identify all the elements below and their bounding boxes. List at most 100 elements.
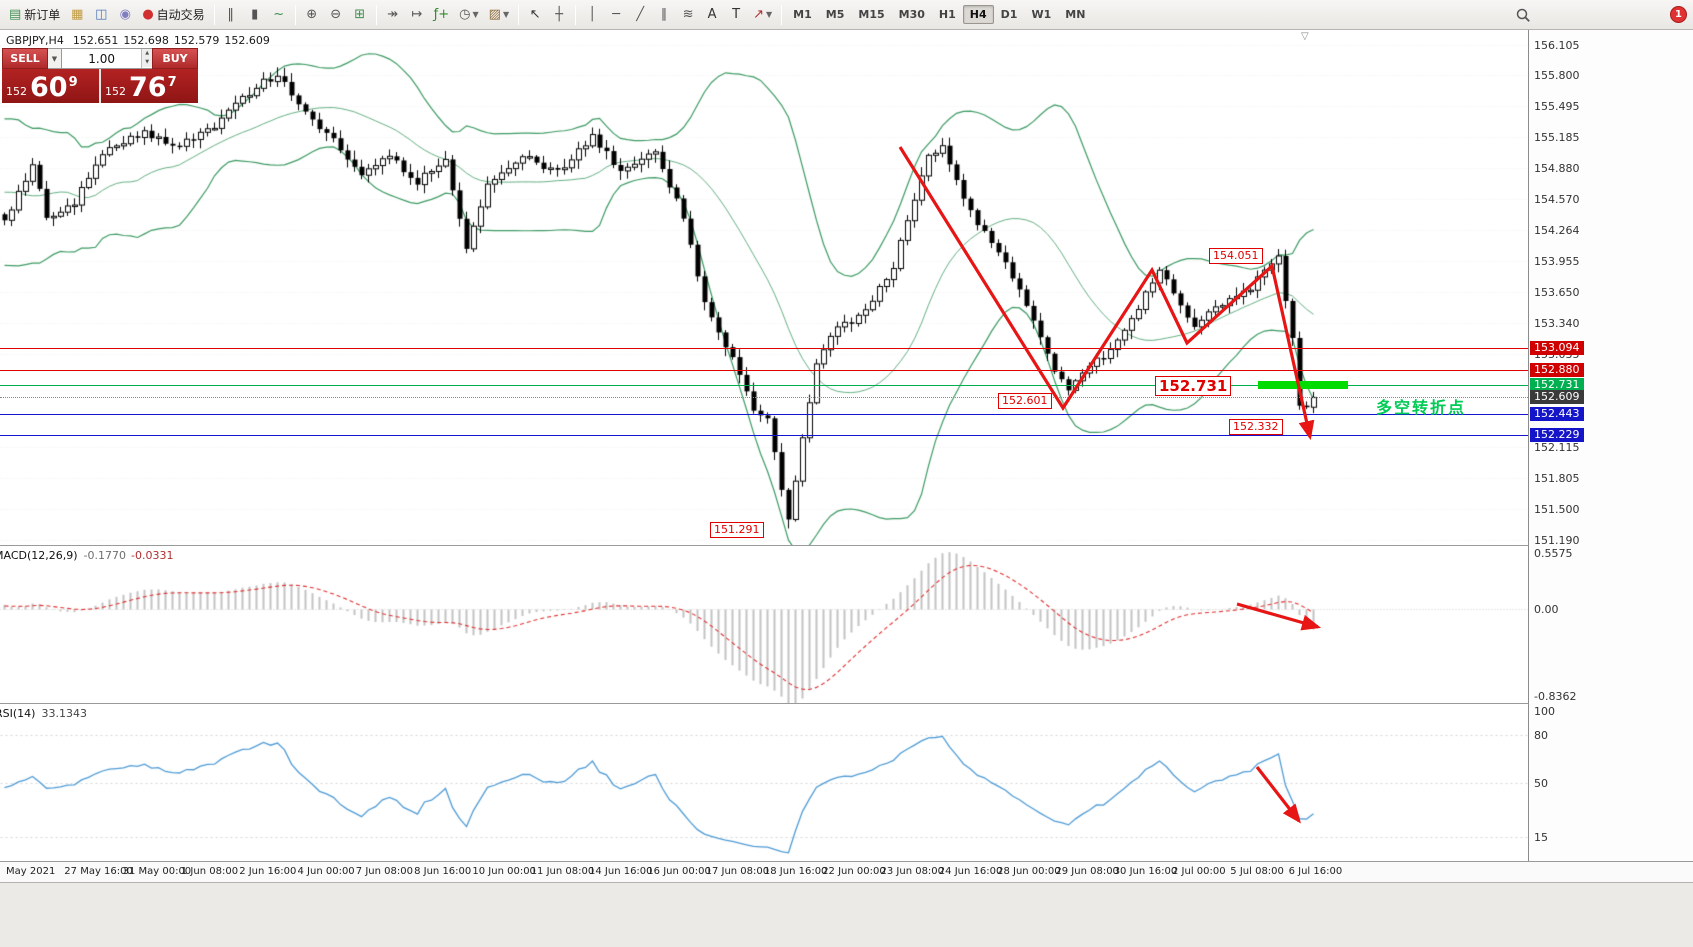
timeframe-h1[interactable]: H1: [938, 8, 956, 21]
volume-input[interactable]: [62, 49, 142, 68]
time-axis-label: 31 May 00:00: [122, 866, 192, 877]
time-axis[interactable]: May 2021 27 May 16:00 31 May 00:00 1 Jun 08…: [0, 861, 1693, 882]
ask-point: 7: [167, 75, 177, 90]
spinner-up-icon[interactable]: ▲: [142, 49, 152, 58]
dropdown-caret-icon: ▼: [502, 10, 510, 19]
crosshair-icon[interactable]: ┼: [548, 4, 570, 26]
line-chart-icon[interactable]: ~: [268, 4, 290, 26]
open-value: 152.651: [72, 34, 119, 47]
text-label-icon-glyph: T: [732, 7, 741, 22]
auto-scroll-icon-glyph: ↠: [387, 7, 399, 22]
trendline-icon-glyph: ╱: [636, 7, 645, 22]
text-icon[interactable]: A: [701, 4, 723, 26]
timeframe-d1[interactable]: D1: [1000, 8, 1018, 21]
zoom-out-icon[interactable]: ⊖: [325, 4, 347, 26]
market-watch-icon[interactable]: ◫: [90, 4, 112, 26]
window-bottom-area: [0, 882, 1693, 947]
tile-windows-icon-glyph: ⊞: [354, 7, 366, 22]
time-axis-label: 2 Jun 16:00: [239, 866, 297, 877]
sell-button[interactable]: SELL: [2, 48, 48, 69]
zoom-in-icon[interactable]: ⊕: [301, 4, 323, 26]
cursor-icon[interactable]: ↖: [524, 4, 546, 26]
time-axis-label: 29 Jun 08:00: [1055, 866, 1119, 877]
price-badge-152.880: 152.880: [1530, 362, 1584, 377]
rsi-scale-label: 100: [1534, 705, 1555, 718]
macd-main-value: -0.1770: [83, 549, 127, 562]
price-axis-label: 154.570: [1534, 193, 1580, 207]
buy-button[interactable]: BUY: [152, 48, 198, 69]
panel-resize-handle[interactable]: [0, 545, 1693, 546]
templates-icon-glyph: ▨: [488, 7, 501, 22]
spinner-down-icon[interactable]: ▼: [142, 58, 152, 67]
text-icon-glyph: A: [707, 7, 717, 22]
low-value: 152.579: [173, 34, 220, 47]
price-axis-label: 151.500: [1534, 502, 1580, 516]
timeframe-m5[interactable]: M5: [825, 8, 845, 21]
symbol-timeframe-label: GBPJPY,H4: [6, 34, 64, 47]
charts-icon[interactable]: ▦: [66, 4, 88, 26]
bar-chart-icon[interactable]: ‖: [220, 4, 242, 26]
rsi-label: RSI(14) 33.1343: [0, 707, 87, 720]
timeframe-w1[interactable]: W1: [1031, 8, 1052, 21]
vertical-line-icon[interactable]: │: [581, 4, 603, 26]
volume-preset-dropdown[interactable]: ▼: [48, 48, 62, 69]
channel-icon[interactable]: ∥: [653, 4, 675, 26]
ask-price[interactable]: 152 76 7: [101, 69, 198, 103]
arrows-tool-icon-glyph: ↗: [753, 7, 765, 22]
arrows-tool-icon[interactable]: ↗ ▼: [749, 4, 776, 26]
bid-price[interactable]: 152 60 9: [2, 69, 99, 103]
horizontal-line-icon[interactable]: ─: [605, 4, 627, 26]
auto-trading-glyph: ●: [142, 7, 154, 22]
price-axis-label: 151.805: [1534, 471, 1580, 485]
crosshair-icon-glyph: ┼: [555, 7, 564, 22]
rsi-canvas[interactable]: [0, 704, 1528, 861]
trendline-icon[interactable]: ╱: [629, 4, 651, 26]
candlestick-chart-icon[interactable]: ▮: [244, 4, 266, 26]
timeframe-mn[interactable]: MN: [1065, 8, 1086, 21]
horizontal-line-icon-glyph: ─: [612, 7, 621, 22]
new-order-button-label: 新订单: [24, 8, 61, 22]
price-axis[interactable]: 156.105 155.800 155.495 155.185 154.880 154.5…: [1528, 30, 1693, 861]
tile-windows-icon[interactable]: ⊞: [349, 4, 371, 26]
fibonacci-icon[interactable]: ≋: [677, 4, 699, 26]
timeframe-h4[interactable]: H4: [962, 5, 994, 24]
zoom-in-icon-glyph: ⊕: [306, 7, 318, 22]
auto-scroll-icon[interactable]: ↠: [382, 4, 404, 26]
alerts-icon-glyph: ◉: [119, 7, 131, 22]
macd-scale-label: 0.00: [1534, 602, 1559, 616]
scroll-to-end-marker[interactable]: ▽: [1301, 31, 1309, 42]
chart-plot[interactable]: GBPJPY,H4 152.651 152.698 152.579 152.609 ▽ …: [0, 30, 1528, 545]
periods-icon[interactable]: ◷ ▼: [455, 4, 483, 26]
search-icon[interactable]: [1515, 7, 1531, 23]
macd-scale-label: 0.5575: [1534, 547, 1573, 560]
chart-info-line: GBPJPY,H4 152.651 152.698 152.579 152.609: [6, 34, 275, 47]
time-axis-label: 18 Jun 16:00: [763, 866, 828, 877]
ask-pips: 76: [129, 72, 167, 103]
auto-trading-button[interactable]: ● 自动交易: [138, 4, 208, 26]
volume-stepper[interactable]: ▲ ▼: [141, 49, 152, 68]
rsi-value: 33.1343: [41, 707, 87, 720]
price-badge-152.731: 152.731: [1530, 377, 1584, 392]
price-axis-label: 155.495: [1534, 100, 1580, 114]
cursor-icon-glyph: ↖: [529, 7, 541, 22]
alerts-icon[interactable]: ◉: [114, 4, 136, 26]
timeframe-m15[interactable]: M15: [858, 8, 885, 21]
time-axis-label: 17 Jun 08:00: [705, 866, 770, 877]
chart-shift-icon-glyph: ↦: [411, 7, 423, 22]
timeframe-m30[interactable]: M30: [898, 8, 925, 21]
macd-canvas[interactable]: [0, 546, 1528, 703]
timeframe-m1[interactable]: M1: [793, 8, 812, 21]
price-axis-label: 154.264: [1534, 224, 1580, 238]
time-axis-label: 5 Jul 08:00: [1230, 866, 1284, 877]
notification-badge[interactable]: 1: [1670, 6, 1687, 23]
price-chart-canvas[interactable]: [0, 30, 1528, 545]
price-axis-label: 155.185: [1534, 131, 1580, 145]
indicators-icon[interactable]: ƒ+: [430, 4, 453, 26]
bid-point: 9: [68, 75, 78, 90]
new-order-button[interactable]: ▤ 新订单: [5, 4, 64, 26]
templates-icon[interactable]: ▨ ▼: [485, 4, 513, 26]
panel-resize-handle[interactable]: [0, 703, 1693, 704]
chart-shift-icon[interactable]: ↦: [406, 4, 428, 26]
text-label-icon[interactable]: T: [725, 4, 747, 26]
